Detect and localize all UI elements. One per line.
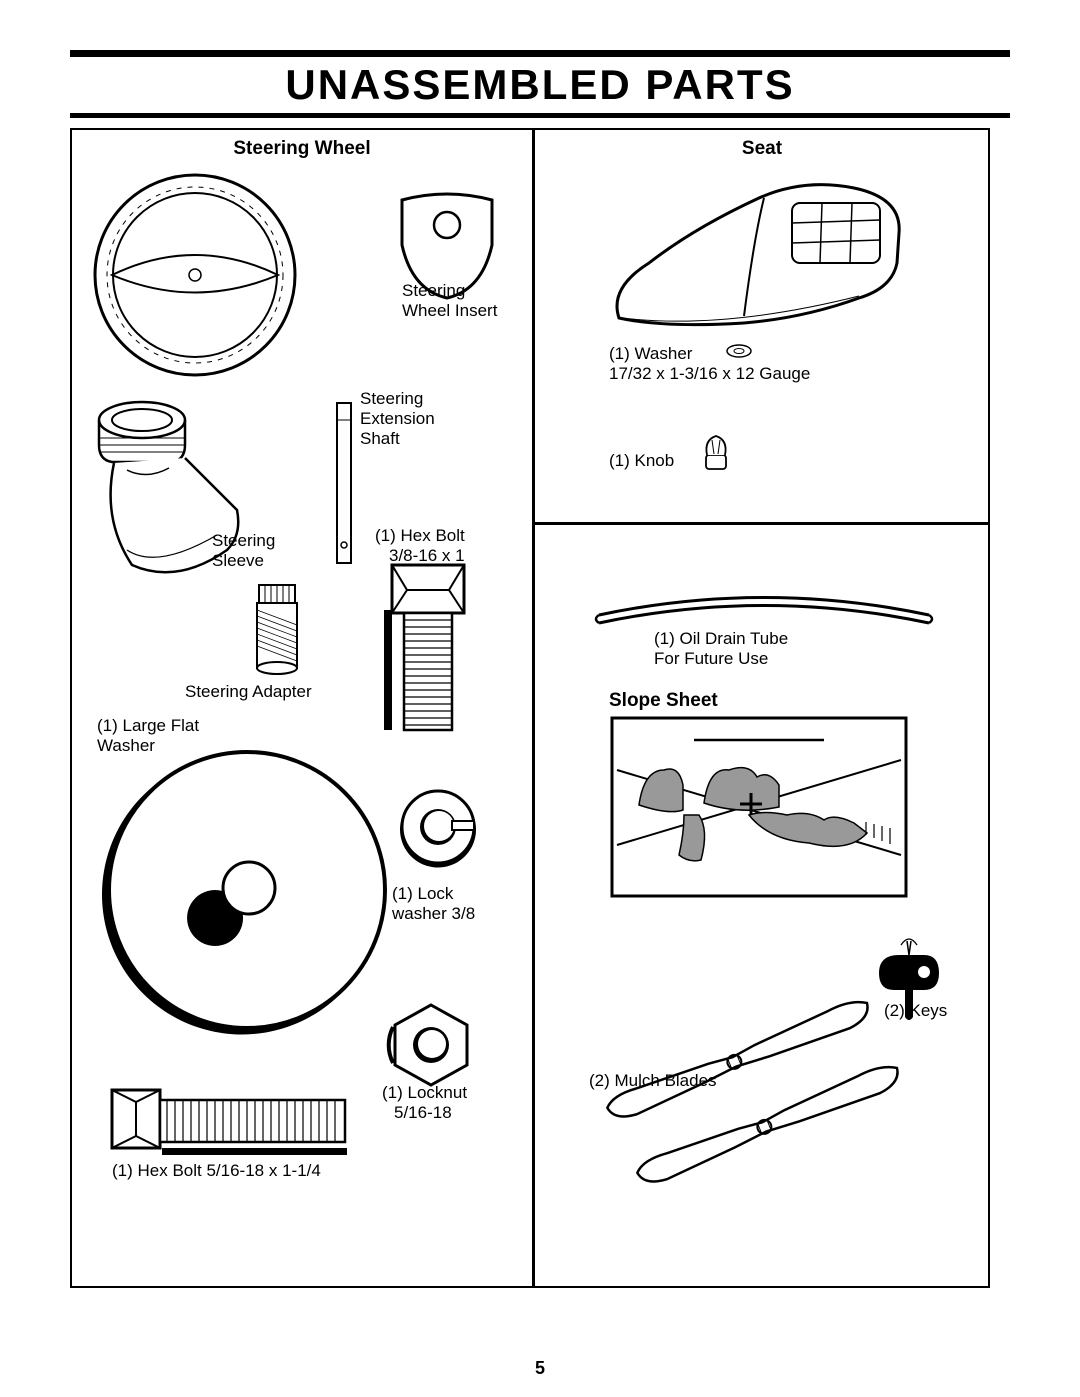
- right-column: Seat (1) Washer 17/32 x 1-3/16 x 12 Gaug…: [534, 130, 990, 1286]
- lfw-label-1: (1) Large Flat: [97, 715, 199, 736]
- knob-label: (1) Knob: [609, 450, 674, 471]
- ext-label-1: Steering: [360, 388, 423, 409]
- ext-label-3: Shaft: [360, 428, 400, 449]
- sleeve-label-2: Sleeve: [212, 550, 264, 571]
- left-column: Steering Wheel Steering Wheel Insert: [72, 130, 532, 1286]
- sleeve-label-1: Steering: [212, 530, 275, 551]
- hex-label-1: (1) Hex Bolt: [375, 525, 465, 546]
- rule-mid: [70, 113, 1010, 118]
- main-frame: Steering Wheel Steering Wheel Insert: [70, 128, 990, 1288]
- insert-label-1: Steering: [402, 280, 465, 301]
- lock-washer-icon: [392, 785, 482, 875]
- oil-drain-tube-icon: [589, 585, 939, 630]
- locknut-label-2: 5/16-18: [394, 1102, 452, 1123]
- seat-heading: Seat: [534, 138, 990, 160]
- hex-bolt-icon: [372, 560, 487, 735]
- blades-label: (2) Mulch Blades: [589, 1070, 717, 1091]
- locknut-icon: [384, 1000, 479, 1095]
- slope-heading: Slope Sheet: [609, 690, 718, 712]
- seat-icon: [604, 168, 914, 333]
- page: UNASSEMBLED PARTS Steering Wheel Steerin…: [0, 0, 1080, 1397]
- large-flat-washer-icon: [97, 750, 387, 1040]
- lock-label-1: (1) Lock: [392, 883, 453, 904]
- locknut-label-1: (1) Locknut: [382, 1082, 467, 1103]
- insert-label-2: Wheel Insert: [402, 300, 497, 321]
- page-title: UNASSEMBLED PARTS: [70, 61, 1010, 109]
- slope-sheet-icon: [609, 715, 909, 900]
- washer-label-1: (1) Washer: [609, 343, 692, 364]
- washer-label-2: 17/32 x 1-3/16 x 12 Gauge: [609, 363, 810, 384]
- lock-label-2: washer 3/8: [392, 903, 475, 924]
- ext-label-2: Extension: [360, 408, 435, 429]
- page-number: 5: [0, 1358, 1080, 1379]
- steering-wheel-heading: Steering Wheel: [72, 138, 532, 160]
- rule-top: [70, 50, 1010, 57]
- hex-bolt-2-icon: [107, 1078, 352, 1163]
- washer-small-icon: [724, 343, 754, 359]
- hexbolt2-label: (1) Hex Bolt 5/16-18 x 1-1/4: [112, 1160, 321, 1181]
- knob-icon: [694, 430, 739, 475]
- oil-label-1: (1) Oil Drain Tube: [654, 628, 788, 649]
- steering-wheel-icon: [90, 170, 300, 380]
- extension-shaft-icon: [330, 400, 360, 570]
- oil-label-2: For Future Use: [654, 648, 768, 669]
- steering-adapter-icon: [247, 580, 307, 680]
- adapter-label: Steering Adapter: [185, 681, 312, 702]
